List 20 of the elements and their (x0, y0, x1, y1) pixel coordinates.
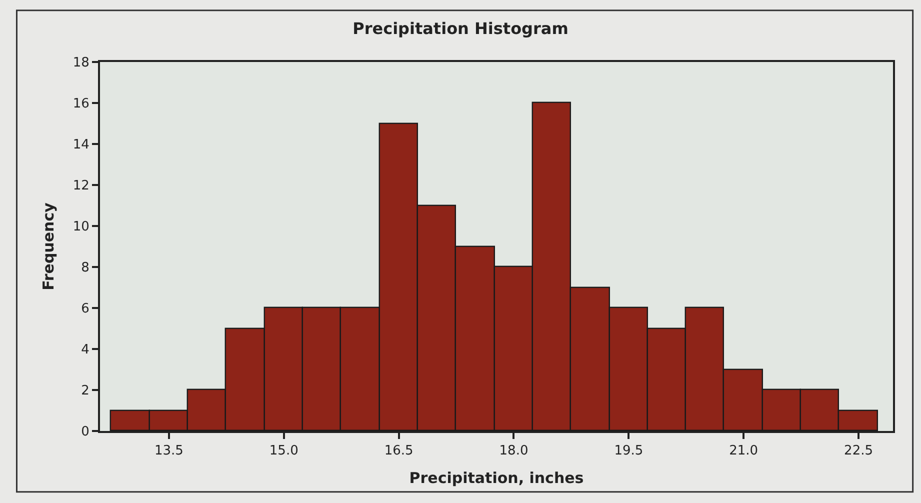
y-tick-label: 14 (72, 138, 90, 153)
x-tick-label: 16.5 (384, 444, 414, 459)
y-tick-label: 4 (81, 342, 90, 358)
y-axis-title: Frequency (40, 202, 58, 290)
y-tick-label: 10 (72, 220, 90, 235)
x-tick-label: 15.0 (269, 444, 298, 459)
y-tick-label: 8 (81, 260, 90, 276)
x-axis-title: Precipitation, inches (409, 469, 584, 488)
y-tick-label: 18 (72, 56, 90, 71)
y-tick-label: 16 (72, 96, 90, 112)
x-tick-label: 18.0 (499, 444, 528, 459)
y-tick-label: 12 (72, 178, 90, 194)
x-tick-label: 19.5 (614, 444, 644, 459)
y-tick-label: 0 (81, 424, 90, 440)
x-tick-label: 13.5 (154, 444, 184, 459)
x-tick-label: 22.5 (844, 444, 873, 459)
y-tick-label: 2 (81, 384, 90, 399)
chart-title: Precipitation Histogram (352, 18, 568, 38)
x-tick-label: 21.0 (729, 444, 758, 459)
y-tick-label: 6 (81, 302, 90, 317)
